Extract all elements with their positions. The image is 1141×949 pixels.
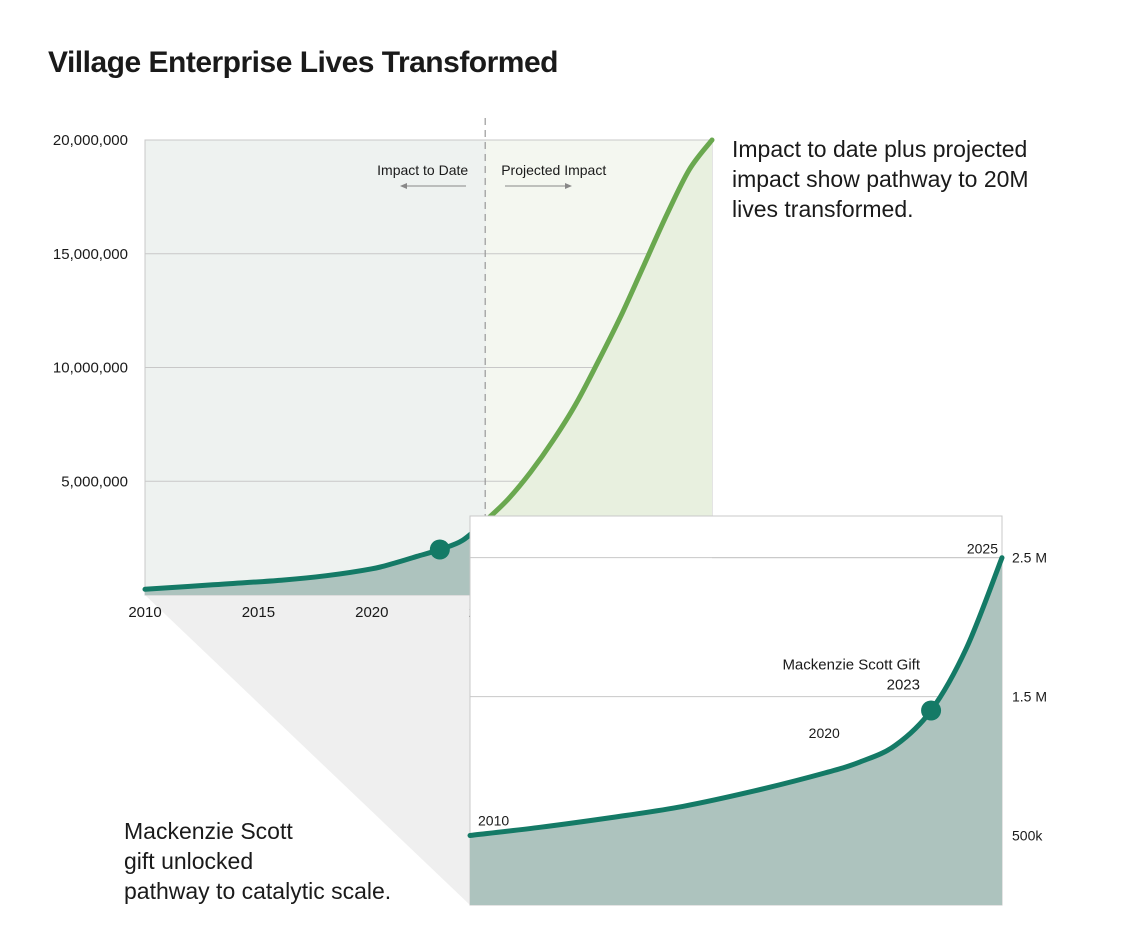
chart-title: Village Enterprise Lives Transformed: [48, 46, 559, 79]
gift-marker-main: [429, 539, 450, 560]
projected-impact-line: [482, 137, 715, 524]
gift-marker-zoom: [921, 700, 942, 721]
y-tick-label: 15,000,000: [53, 246, 128, 263]
main-y-axis: 5,000,000 10,000,000 15,000,000 20,000,000: [53, 132, 128, 490]
gift-year: 2023: [887, 677, 920, 694]
zoom-line: [467, 555, 1005, 838]
x-tick-label: 2020: [355, 604, 388, 621]
x-tick-label: 2010: [128, 604, 161, 621]
impact-to-date-line: [142, 518, 488, 592]
zoom-y-tick-label: 2.5 M: [1012, 550, 1047, 566]
zoom-wedge: [145, 595, 470, 905]
zoom-label-2010: 2010: [478, 813, 509, 829]
impact-to-date-area: [145, 521, 486, 595]
zoom-y-axis: 500k 1.5 M 2.5 M: [1012, 550, 1047, 844]
gift-note: Mackenzie Scott gift unlocked pathway to…: [124, 818, 392, 904]
zoom-y-tick-label: 500k: [1012, 828, 1043, 844]
gift-label: Mackenzie Scott Gift: [782, 657, 920, 674]
impact-to-date-label: Impact to Date: [377, 162, 468, 178]
x-tick-label: 2015: [242, 604, 275, 621]
y-tick-label: 20,000,000: [53, 132, 128, 149]
zoom-y-tick-label: 1.5 M: [1012, 689, 1047, 705]
projected-impact-area: [485, 140, 712, 595]
projected-impact-label: Projected Impact: [501, 162, 606, 178]
y-tick-label: 5,000,000: [61, 473, 128, 490]
zoom-label-2020: 2020: [809, 725, 840, 741]
zoom-area: [470, 557, 1002, 905]
projection-note: Impact to date plus projected impact sho…: [732, 136, 1029, 222]
zoom-label-2025: 2025: [967, 541, 998, 557]
y-tick-label: 10,000,000: [53, 360, 128, 377]
